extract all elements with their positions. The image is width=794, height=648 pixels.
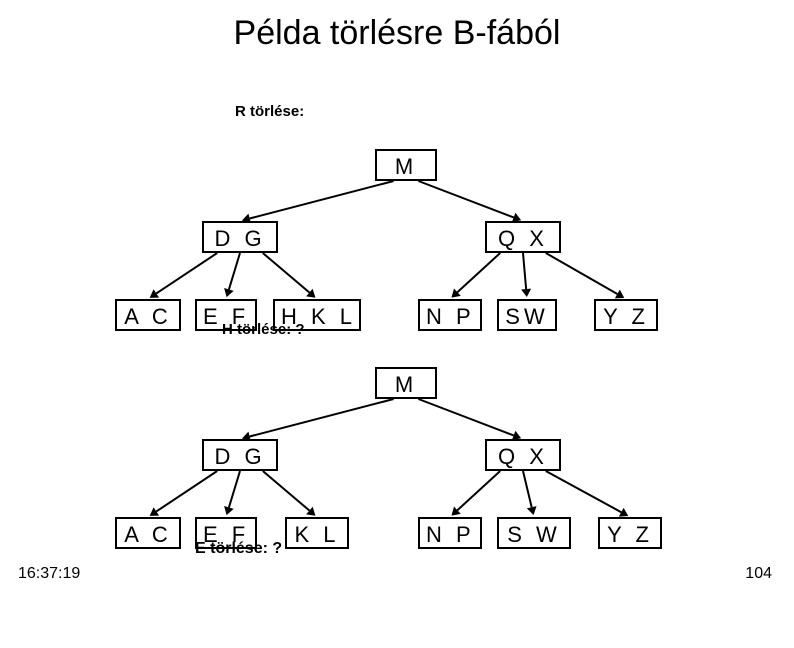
slide: Példa törlésre B-fából MD GQ XA CE FH K … [0,0,794,595]
tree1-l2-node-0: D G [202,221,278,253]
tree1-l3-node-5: Y Z [594,299,658,331]
tree2-l2-node-0: D G [202,439,278,471]
tree2-root-node: M [375,367,437,399]
note-h-delete: H törlése: ? [222,321,305,338]
tree2-l3-node-2: K L [285,517,349,549]
page-title: Példa törlésre B-fából [0,0,794,53]
tree1-l3-node-4: SW [497,299,557,331]
timestamp: 16:37:19 [18,565,80,583]
note-r-delete: R törlése: [235,103,304,120]
tree2-l3-node-5: Y Z [598,517,662,549]
tree2-l3-node-0: A C [115,517,181,549]
tree2-l3-node-4: S W [497,517,571,549]
tree2-l2-node-1: Q X [485,439,561,471]
page-number: 104 [745,565,772,583]
tree1-l3-node-3: N P [418,299,482,331]
tree2-l3-node-3: N P [418,517,482,549]
tree1-l3-node-0: A C [115,299,181,331]
note-e-delete: E törlése: ? [195,540,282,558]
tree1-l2-node-1: Q X [485,221,561,253]
tree1-root-node: M [375,149,437,181]
